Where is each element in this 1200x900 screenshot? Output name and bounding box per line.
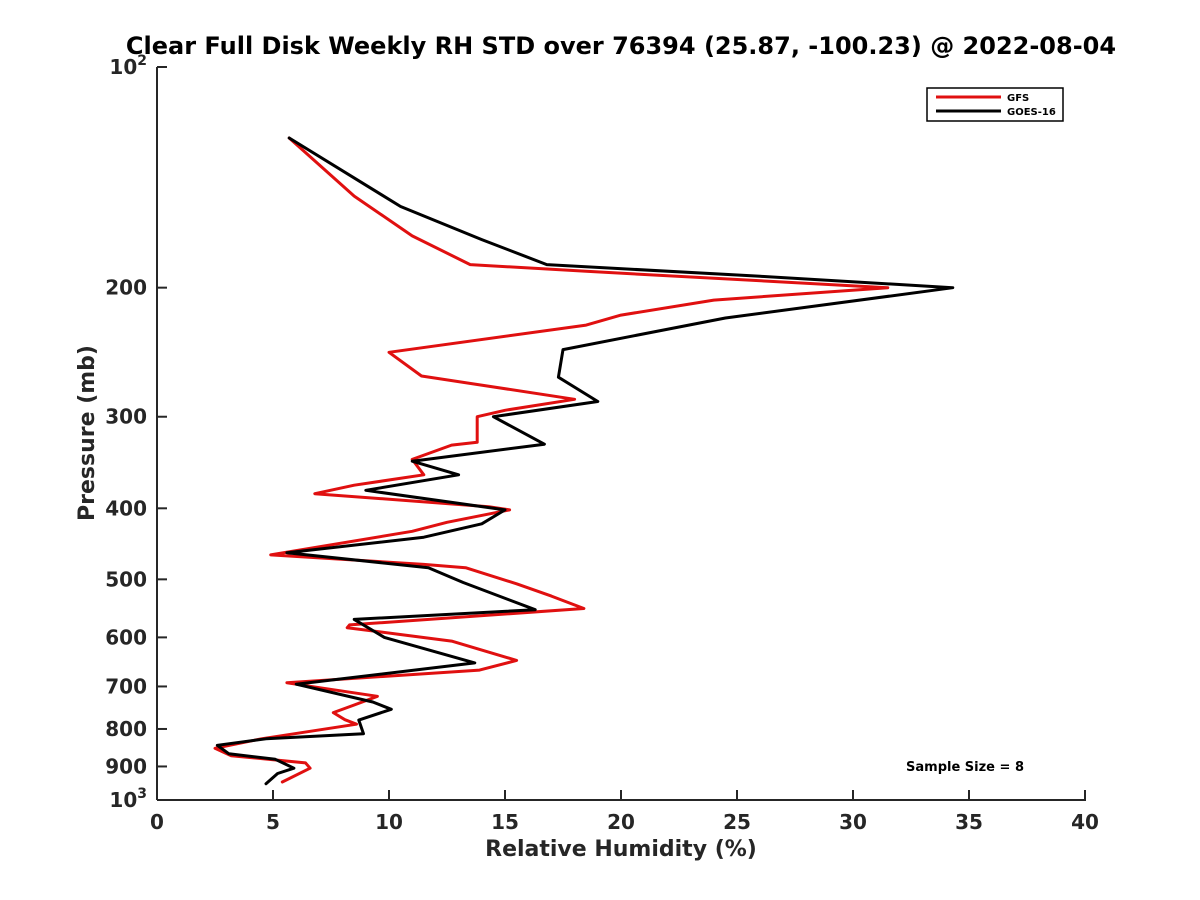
legend-box — [926, 87, 1064, 122]
legend-label-1: GFS — [1007, 93, 1029, 104]
y-tick-label: 102 — [109, 53, 147, 79]
x-tick-label: 25 — [723, 810, 751, 834]
series-layer — [213, 136, 955, 786]
y-tick-label: 700 — [105, 674, 147, 698]
y-tick-label: 103 — [109, 786, 147, 812]
x-tick-label: 35 — [955, 810, 983, 834]
x-tick-label: 0 — [150, 810, 164, 834]
y-tick-label: 900 — [105, 754, 147, 778]
x-tick-label: 40 — [1071, 810, 1099, 834]
series-line-2 — [215, 136, 955, 786]
x-tick-label: 5 — [266, 810, 280, 834]
y-tick-label: 500 — [105, 567, 147, 591]
x-tick-label: 10 — [375, 810, 403, 834]
legend: GFS GOES-16 — [926, 87, 1064, 122]
x-tick-label: 15 — [491, 810, 519, 834]
sample-size-annotation: Sample Size = 8 — [906, 760, 1024, 775]
y-tick-label: 300 — [105, 405, 147, 429]
y-tick-label: 600 — [105, 625, 147, 649]
y-tick-label: 800 — [105, 717, 147, 741]
y-tick-label: 200 — [105, 276, 147, 300]
x-tick-label: 20 — [607, 810, 635, 834]
x-axis-label: Relative Humidity (%) — [485, 837, 757, 862]
x-tick-label: 30 — [839, 810, 867, 834]
y-tick-label: 400 — [105, 496, 147, 520]
chart-title: Clear Full Disk Weekly RH STD over 76394… — [126, 32, 1116, 60]
series-line-1 — [213, 136, 890, 784]
y-axis-label: Pressure (mb) — [75, 345, 100, 521]
legend-label-2: GOES-16 — [1007, 107, 1056, 118]
axes-layer: 0 5 10 15 20 25 30 35 40 102 200 300 400 500 600 700 800… — [105, 53, 1099, 834]
